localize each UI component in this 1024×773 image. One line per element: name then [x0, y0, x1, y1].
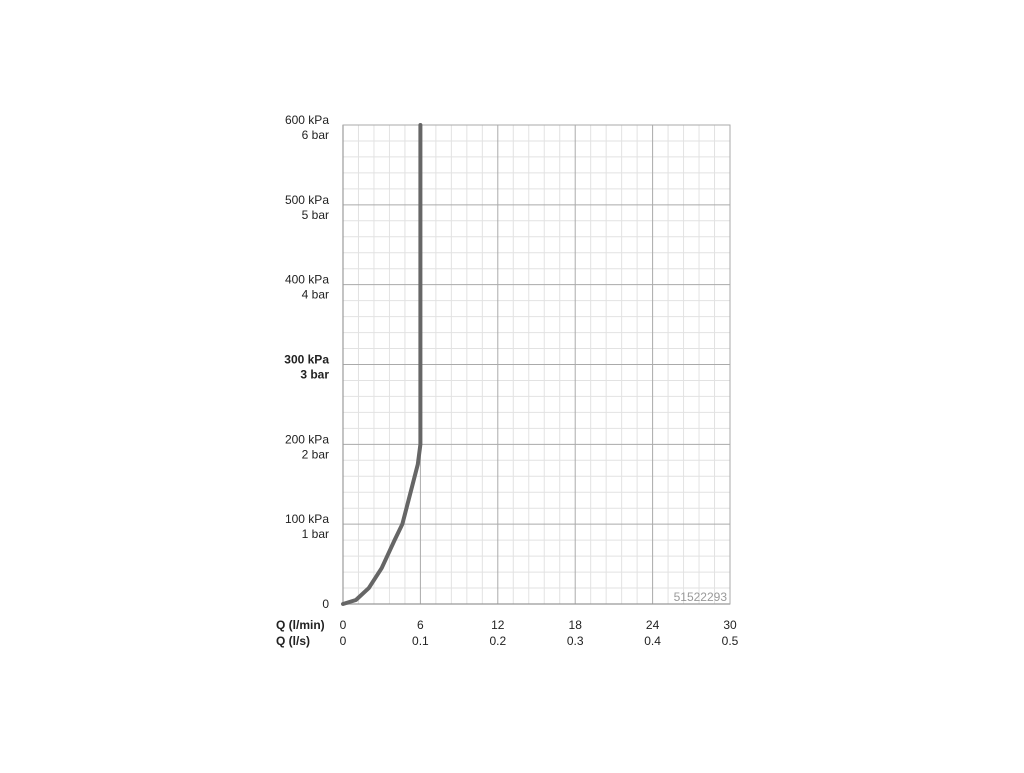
x-tick-label: 30 — [723, 618, 737, 632]
x2-axis-label: Q (l/s) — [276, 634, 310, 648]
x-axis-label: Q (l/min) — [276, 618, 325, 632]
x-tick-label: 18 — [569, 618, 583, 632]
x-tick-label: 24 — [646, 618, 660, 632]
x2-tick-label: 0.1 — [412, 634, 429, 648]
y-tick-label: 100 kPa — [285, 512, 329, 526]
y-tick-sublabel: 5 bar — [302, 208, 329, 222]
y-tick-label: 500 kPa — [285, 193, 329, 207]
y-tick-label: 400 kPa — [285, 273, 329, 287]
y-tick-sublabel: 4 bar — [302, 288, 329, 302]
x-tick-label: 6 — [417, 618, 424, 632]
plot-border — [342, 124, 731, 605]
y-tick-sublabel: 1 bar — [302, 527, 329, 541]
y-tick-label: 600 kPa — [285, 113, 329, 127]
x-tick-label: 12 — [491, 618, 505, 632]
y-tick-label: 300 kPa — [284, 353, 329, 367]
x2-tick-label: 0.2 — [489, 634, 506, 648]
x2-tick-label: 0.3 — [567, 634, 584, 648]
y-tick-label: 0 — [322, 597, 329, 611]
y-tick-sublabel: 2 bar — [302, 447, 329, 461]
x2-tick-label: 0 — [340, 634, 347, 648]
flow-curve — [341, 123, 423, 606]
code-label: 51522293 — [674, 590, 728, 604]
y-tick-sublabel: 3 bar — [300, 368, 329, 382]
x2-tick-label: 0.5 — [722, 634, 739, 648]
x-tick-label: 0 — [340, 618, 347, 632]
y-tick-sublabel: 6 bar — [302, 128, 329, 142]
x2-tick-label: 0.4 — [644, 634, 661, 648]
y-tick-label: 200 kPa — [285, 432, 329, 446]
